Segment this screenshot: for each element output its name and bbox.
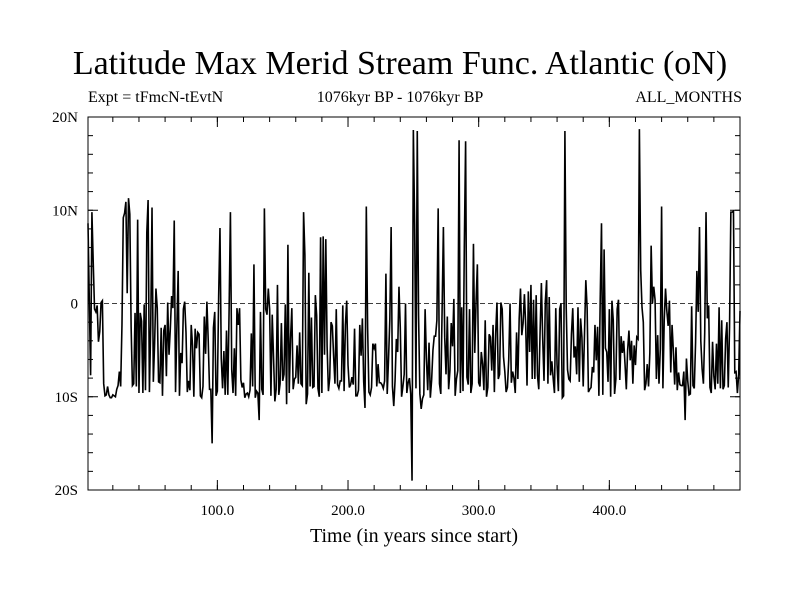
x-tick-label: 200.0 <box>331 503 365 519</box>
experiment-label: Expt = tFmcN-tEvtN <box>88 89 224 106</box>
x-tick-label: 400.0 <box>592 503 626 519</box>
x-tick-label: 300.0 <box>462 503 496 519</box>
y-tick-label: 0 <box>71 297 79 313</box>
y-tick-label: 20S <box>55 483 78 499</box>
series-line-0 <box>87 129 741 481</box>
y-tick-label: 10N <box>52 203 78 219</box>
chart-title: Latitude Max Merid Stream Func. Atlantic… <box>72 45 728 82</box>
x-axis-title: Time (in years since start) <box>310 525 518 547</box>
y-tick-label: 10S <box>55 390 78 406</box>
x-tick-label: 100.0 <box>200 503 234 519</box>
months-label: ALL_MONTHS <box>635 89 742 106</box>
period-label: 1076kyr BP - 1076kyr BP <box>316 89 484 106</box>
y-tick-label: 20N <box>52 110 78 126</box>
